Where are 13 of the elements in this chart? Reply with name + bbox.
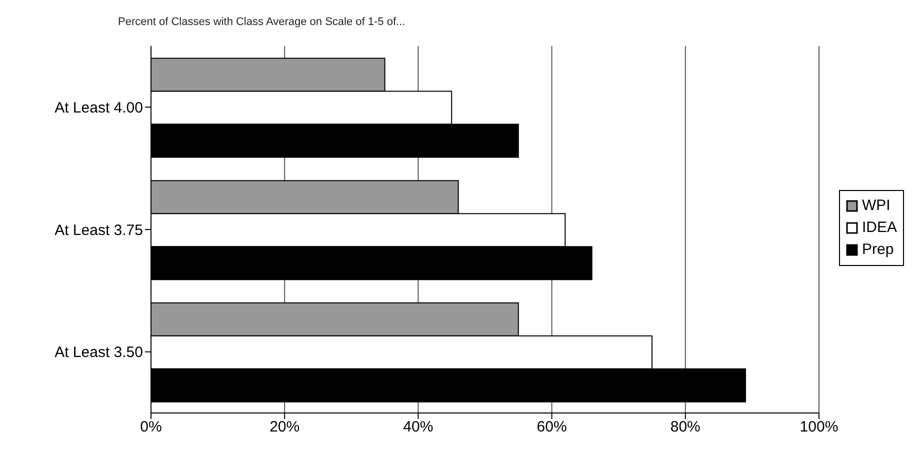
x-tick-label: 0% <box>140 418 162 436</box>
chart-title: Percent of Classes with Class Average on Scale of 1-5 of... <box>118 16 406 28</box>
y-tick-label: At Least 3.50 <box>54 344 143 362</box>
legend-label: IDEA <box>862 218 897 238</box>
x-tick-label: 100% <box>800 418 838 436</box>
y-tick-label: At Least 4.00 <box>54 99 143 116</box>
x-tick-label: 20% <box>270 418 300 436</box>
legend-label: WPI <box>862 196 890 216</box>
x-tick-label: 60% <box>536 418 567 436</box>
x-tick-label: 40% <box>403 418 434 436</box>
x-tick-label: 80% <box>670 418 700 436</box>
y-tick-label: At Least 3.75 <box>54 222 143 239</box>
legend-label: Prep <box>862 240 894 260</box>
